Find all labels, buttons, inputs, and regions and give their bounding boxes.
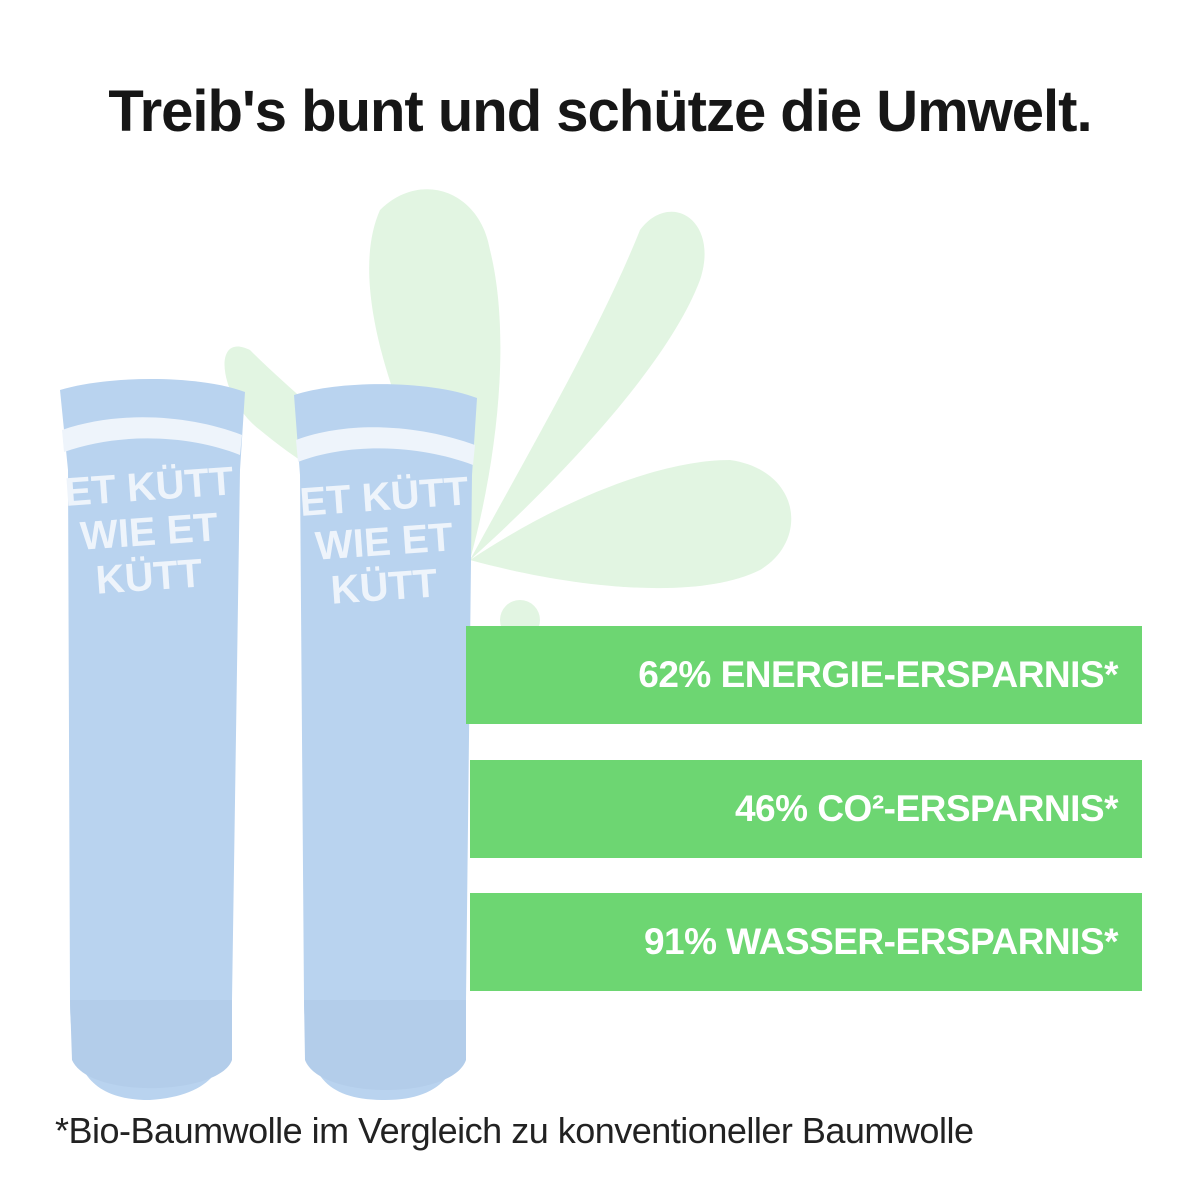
svg-text:KÜTT: KÜTT xyxy=(329,560,439,612)
benefit-label: 46% CO²-ERSPARNIS* xyxy=(734,788,1119,829)
sock-left xyxy=(60,378,245,1100)
svg-text:KÜTT: KÜTT xyxy=(94,550,204,602)
benefit-banner-energy: 62% ENERGIE-ERSPARNIS* xyxy=(466,626,1142,724)
benefit-label: 62% ENERGIE-ERSPARNIS* xyxy=(638,654,1118,695)
footnote: *Bio-Baumwolle im Vergleich zu konventio… xyxy=(55,1110,974,1151)
svg-text:WIE ET: WIE ET xyxy=(79,505,220,559)
sock-right xyxy=(294,384,477,1101)
headline: Treib's bunt und schütze die Umwelt. xyxy=(108,79,1092,144)
benefit-label: 91% WASSER-ERSPARNIS* xyxy=(643,921,1119,962)
benefit-banner-water: 91% WASSER-ERSPARNIS* xyxy=(470,893,1142,991)
benefit-banner-co2: 46% CO²-ERSPARNIS* xyxy=(470,760,1142,858)
svg-text:WIE ET: WIE ET xyxy=(314,515,455,569)
